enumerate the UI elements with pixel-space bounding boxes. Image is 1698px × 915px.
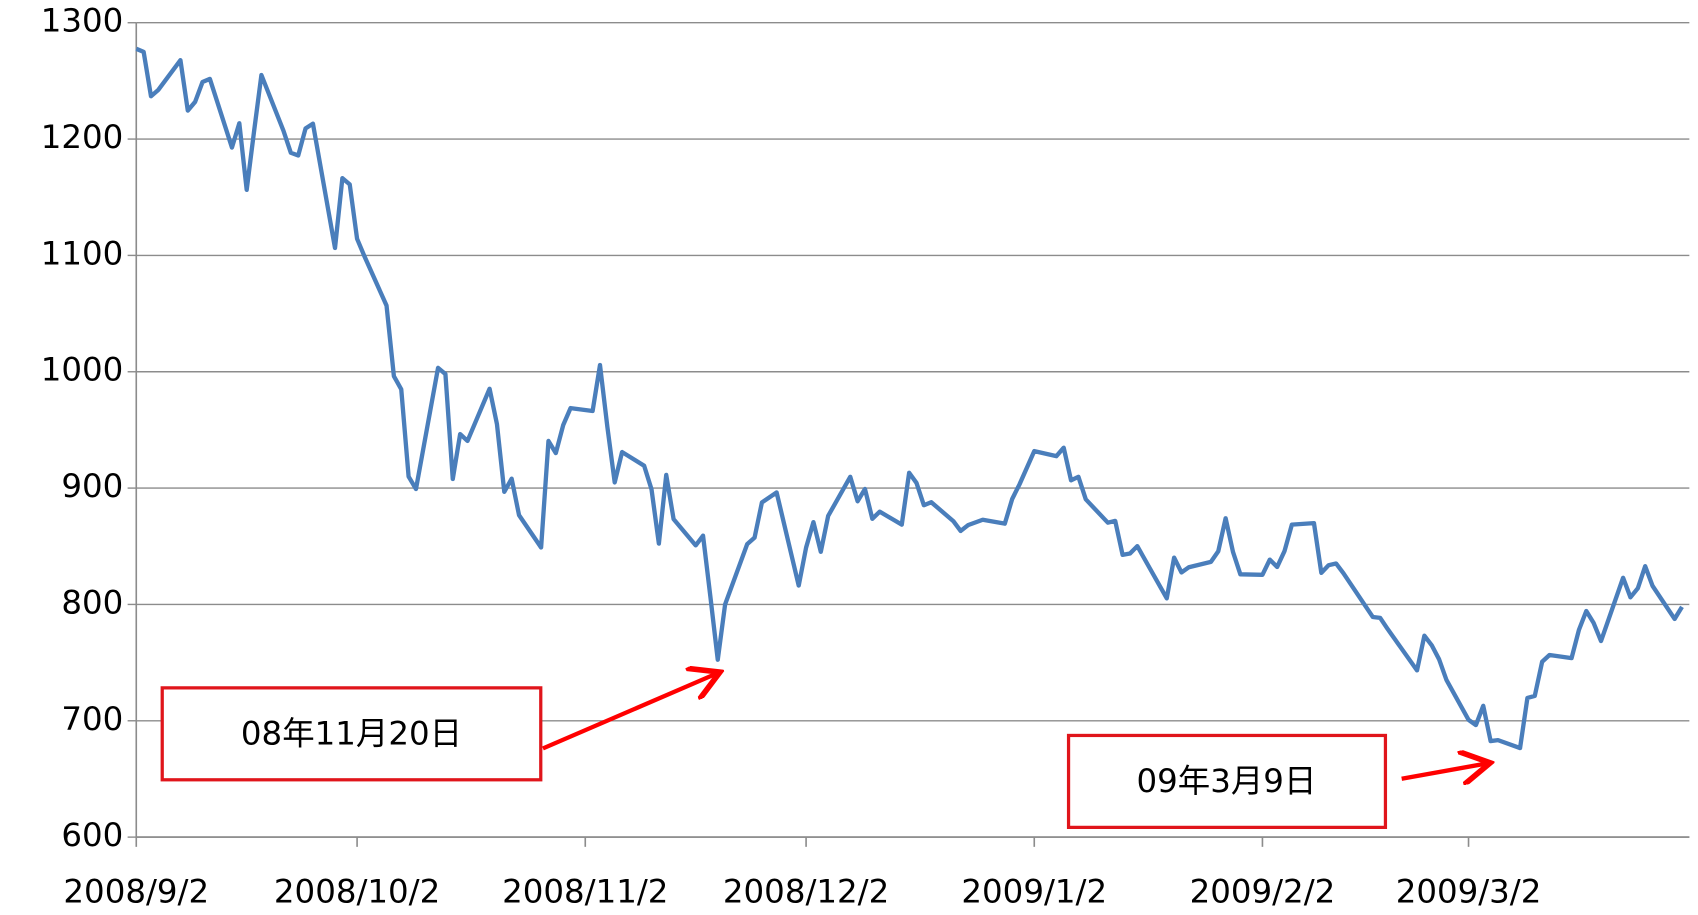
x-tick-label: 2008/11/2: [502, 872, 668, 910]
x-tick-label: 2009/2/2: [1190, 872, 1336, 910]
x-tick-label: 2008/12/2: [723, 872, 889, 910]
y-tick-label: 1300: [41, 2, 124, 40]
line-series: [135, 46, 1684, 751]
annotation-box: [1066, 733, 1388, 830]
x-tick-label: 2009/1/2: [961, 872, 1107, 910]
y-tick-label: 1000: [41, 351, 124, 389]
y-tick-label: 900: [61, 467, 123, 505]
arrow: [542, 674, 716, 751]
annotation: 08年11月20日: [241, 714, 462, 752]
annotation-box: [160, 686, 543, 782]
y-tick-label: 1200: [41, 118, 124, 156]
x-tick-label: 2009/3/2: [1396, 872, 1542, 910]
x-tick-label: 2008/9/2: [63, 872, 209, 910]
y-tick-label: 700: [61, 700, 123, 738]
y-tick-label: 1100: [41, 234, 124, 272]
x-tick-label: 2008/10/2: [274, 872, 440, 910]
y-tick-label: 600: [61, 816, 123, 854]
annotation: 09年3月9日: [1137, 762, 1317, 800]
arrow: [1401, 764, 1486, 779]
y-tick-label: 800: [61, 583, 123, 621]
